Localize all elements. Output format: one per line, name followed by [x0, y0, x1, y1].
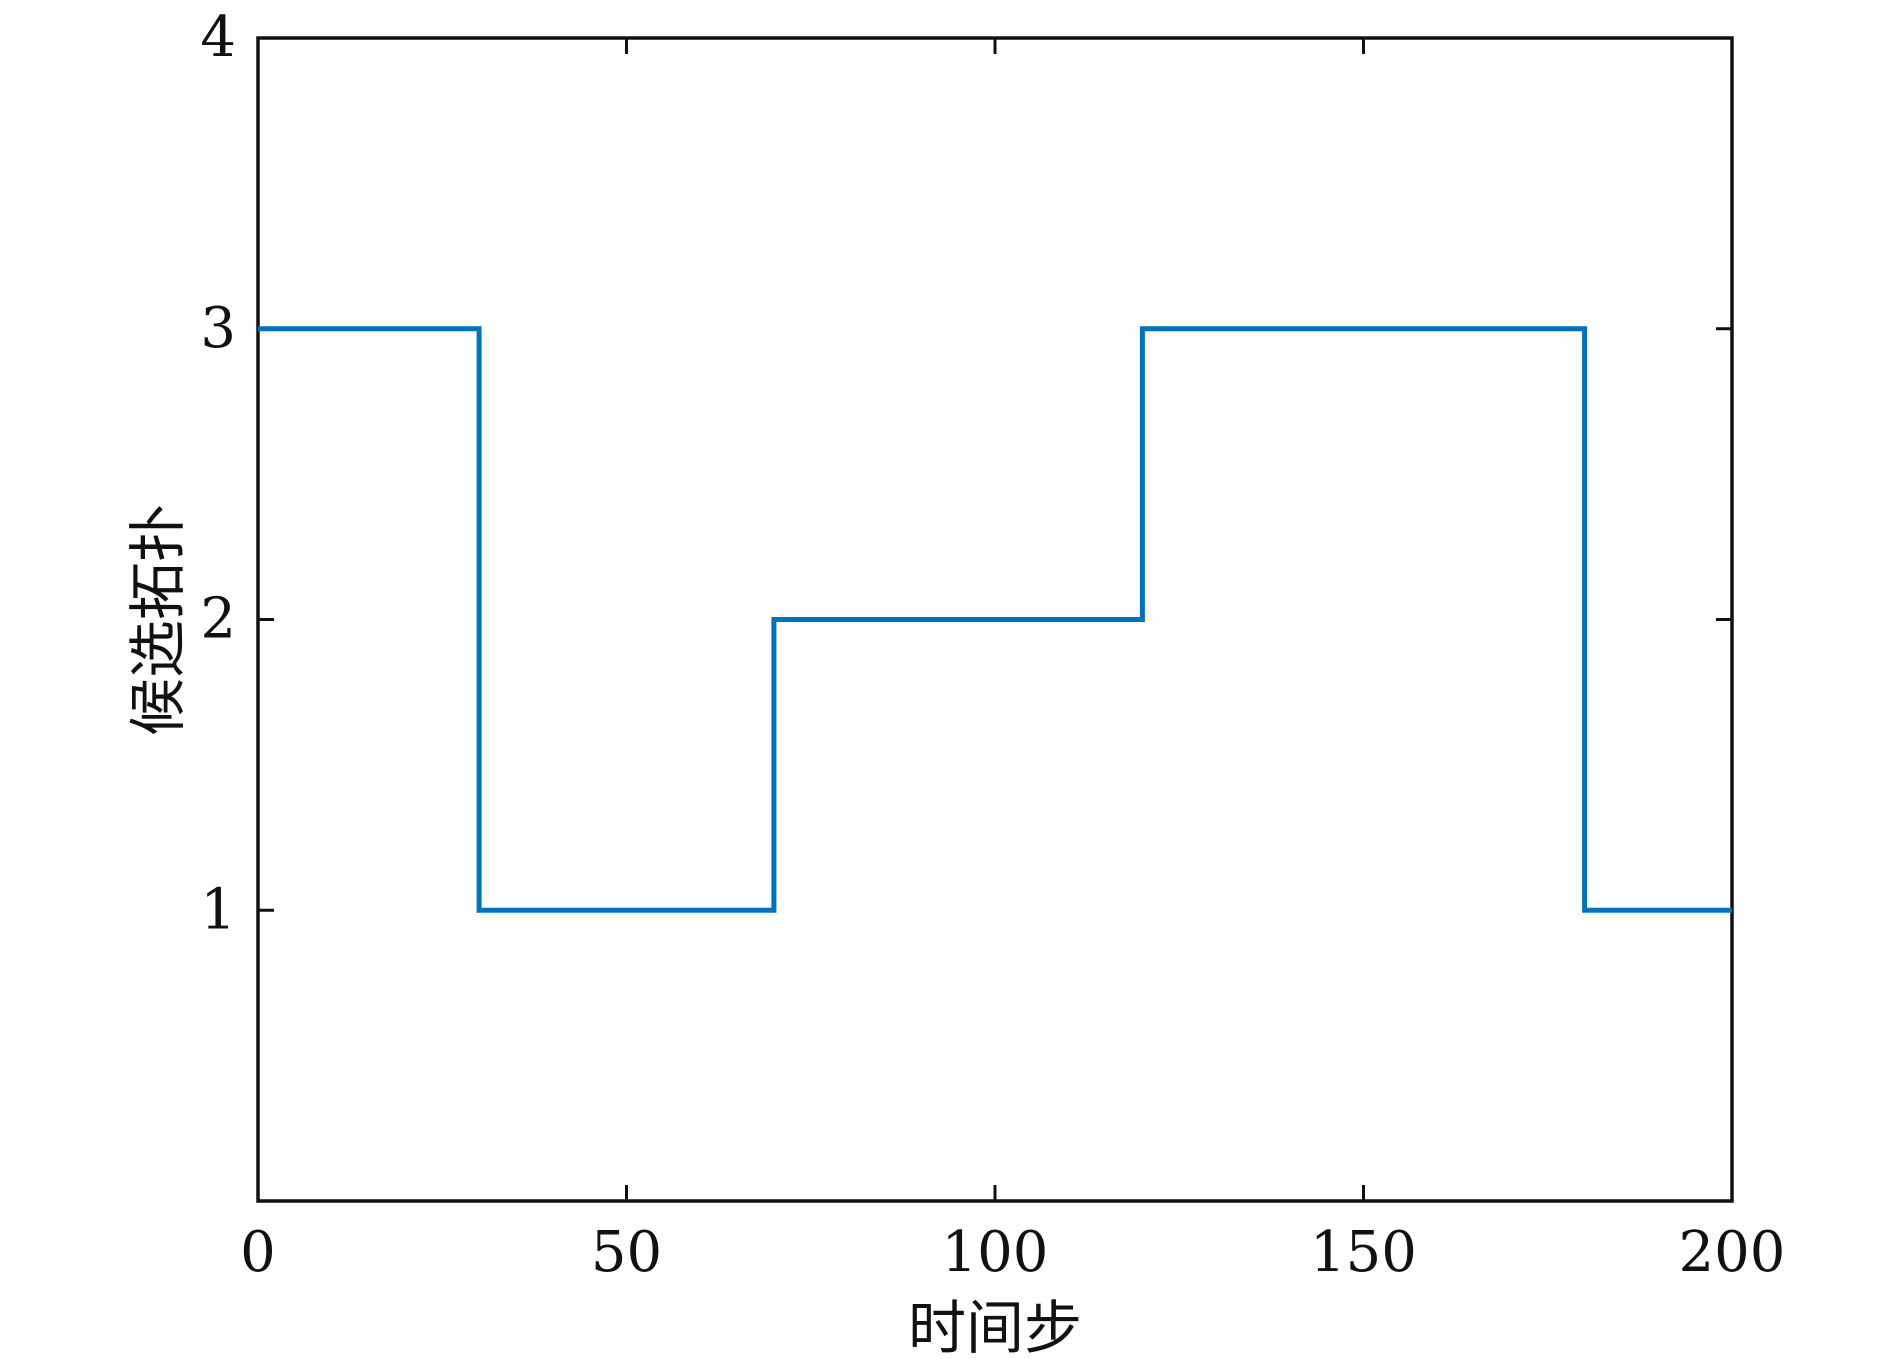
series-line [258, 326, 1732, 913]
y-axis-title: 候选拓扑 [124, 504, 192, 736]
tick-labels: 0 50 100 150 200 1 2 3 4 [200, 5, 1785, 1285]
x-tick-label: 100 [942, 1220, 1049, 1285]
x-tick-label: 50 [591, 1220, 662, 1285]
x-tick-label: 150 [1310, 1220, 1417, 1285]
y-tick-label: 3 [200, 296, 236, 361]
x-tick-label: 0 [240, 1220, 276, 1285]
y-tick-label: 1 [200, 877, 236, 942]
y-tick-label: 2 [200, 587, 236, 652]
x-axis-title: 时间步 [908, 1294, 1082, 1359]
y-tick-label: 4 [200, 5, 236, 70]
x-tick-label: 200 [1679, 1220, 1786, 1285]
series-layer [258, 326, 1732, 913]
